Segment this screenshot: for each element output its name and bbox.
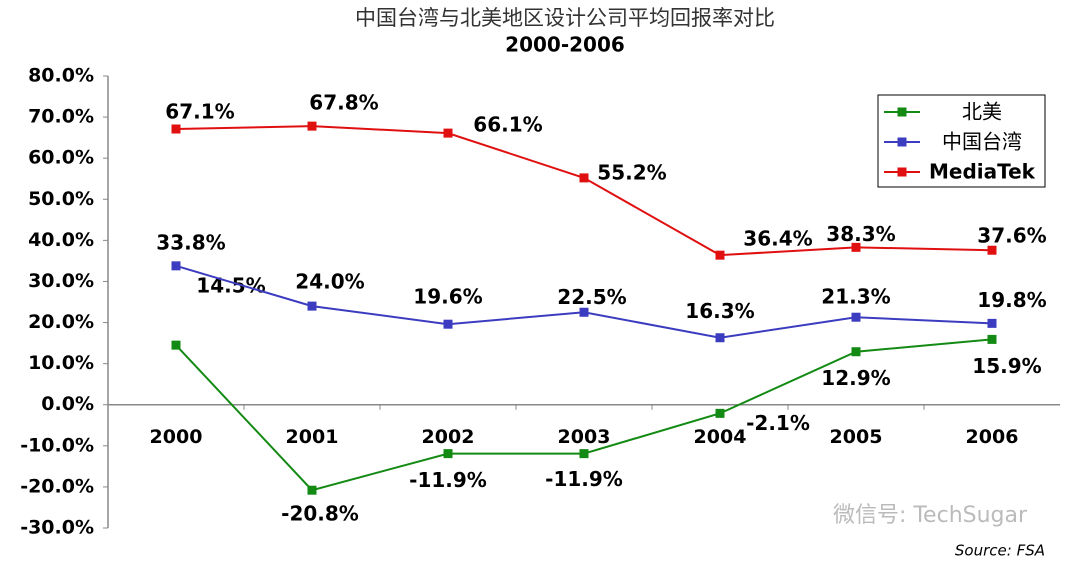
x-tick-label: 2000 (150, 426, 203, 448)
data-label: 14.5% (196, 274, 265, 298)
data-label: 16.3% (685, 299, 754, 323)
point-marker (987, 334, 997, 344)
data-label: 55.2% (597, 160, 666, 184)
point-marker (715, 408, 725, 418)
point-marker (851, 242, 861, 252)
legend-label: 中国台湾 (942, 130, 1022, 154)
data-label: -11.9% (409, 468, 487, 492)
data-label: 21.3% (821, 285, 890, 309)
chart-subtitle: 2000-2006 (505, 33, 625, 57)
watermark: 微信号: TechSugar (833, 503, 1028, 528)
y-tick-label: 60.0% (28, 147, 94, 169)
source-note: Source: FSA (955, 542, 1045, 560)
x-tick-label: 2001 (286, 426, 339, 448)
data-label: 38.3% (826, 222, 895, 246)
data-label: 67.1% (165, 100, 234, 124)
point-marker (579, 173, 589, 183)
x-tick-label: 2003 (558, 426, 611, 448)
point-marker (443, 128, 453, 138)
data-label: 33.8% (156, 230, 225, 254)
point-marker (715, 250, 725, 260)
point-marker (171, 261, 181, 271)
x-tick-label: 2006 (966, 426, 1019, 448)
point-marker (851, 312, 861, 322)
y-tick-label: 20.0% (28, 311, 94, 333)
data-label: 12.9% (821, 366, 890, 390)
y-tick-label: -30.0% (20, 517, 94, 539)
point-marker (579, 449, 589, 459)
data-label: 66.1% (473, 113, 542, 137)
point-marker (171, 124, 181, 134)
point-marker (715, 333, 725, 343)
y-tick-label: 80.0% (28, 65, 94, 87)
data-label: -20.8% (281, 502, 359, 526)
data-label: 24.0% (295, 270, 364, 294)
point-marker (307, 485, 317, 495)
point-marker (307, 121, 317, 131)
data-label: -2.1% (746, 411, 810, 435)
legend-label: MediaTek (929, 160, 1036, 184)
y-tick-label: 70.0% (28, 106, 94, 128)
point-marker (443, 319, 453, 329)
x-tick-label: 2004 (694, 426, 747, 448)
legend-label: 北美 (962, 100, 1002, 124)
data-label: 19.8% (977, 288, 1046, 312)
chart-title: 中国台湾与北美地区设计公司平均回报率对比 (355, 6, 775, 30)
legend-marker (897, 107, 907, 117)
point-marker (987, 318, 997, 328)
data-label: 15.9% (972, 354, 1041, 378)
point-marker (987, 245, 997, 255)
y-tick-label: 40.0% (28, 229, 94, 251)
data-label: 36.4% (743, 227, 812, 251)
point-marker (307, 301, 317, 311)
data-label: -11.9% (545, 467, 623, 491)
data-label: 67.8% (309, 91, 378, 115)
y-tick-label: 50.0% (28, 188, 94, 210)
point-marker (171, 340, 181, 350)
legend-marker (897, 167, 907, 177)
x-tick-label: 2002 (422, 426, 475, 448)
data-label: 22.5% (557, 285, 626, 309)
data-label: 19.6% (413, 285, 482, 309)
legend-marker (897, 137, 907, 147)
point-marker (443, 449, 453, 459)
y-tick-label: 10.0% (28, 352, 94, 374)
point-marker (579, 307, 589, 317)
point-marker (851, 347, 861, 357)
x-tick-label: 2005 (830, 426, 883, 448)
y-tick-label: 30.0% (28, 270, 94, 292)
y-tick-label: -20.0% (20, 475, 94, 497)
data-label: 37.6% (977, 224, 1046, 248)
y-tick-label: -10.0% (20, 434, 94, 456)
y-tick-label: 0.0% (41, 393, 94, 415)
